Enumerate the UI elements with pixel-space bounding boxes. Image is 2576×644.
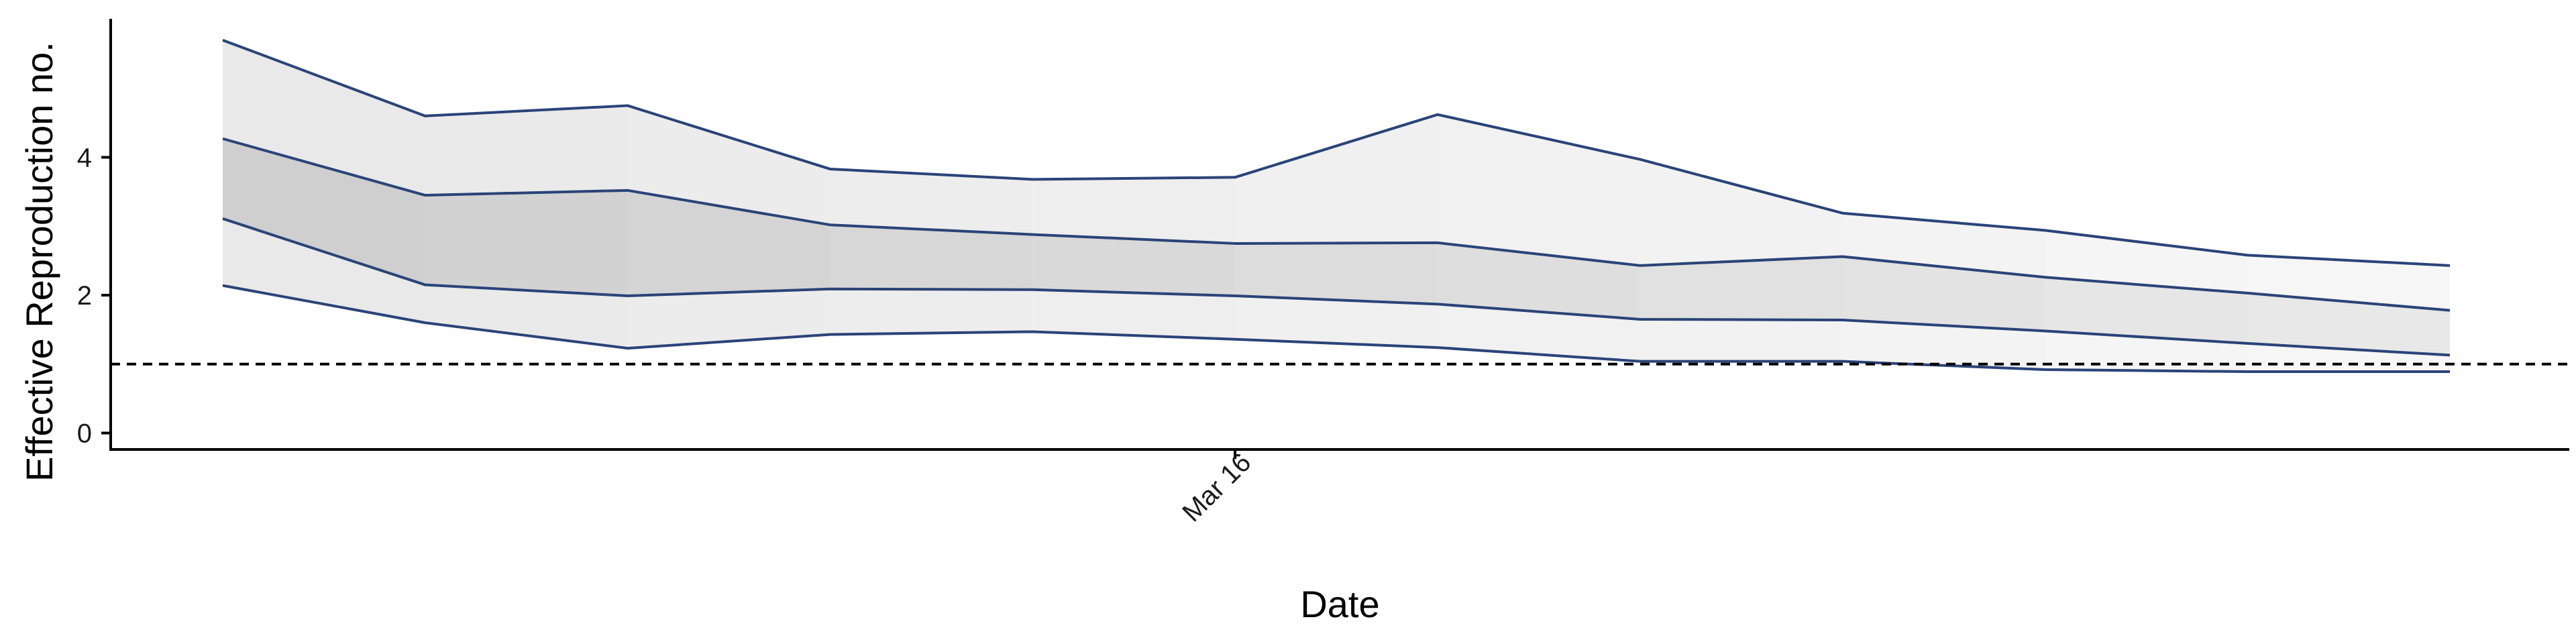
credible-interval-bands (223, 40, 2450, 372)
axes (109, 19, 2569, 451)
inner-lower-line (222, 217, 2451, 357)
inner-band-segment (2247, 292, 2450, 356)
inner-band-segment (223, 138, 425, 285)
x-axis-ticks: Mar 16 (1177, 447, 1256, 527)
inner-band-segment (1235, 242, 1438, 305)
band-boundary-lines (222, 38, 2451, 374)
inner-band-segment (425, 190, 628, 297)
inner-band-segment (1437, 242, 1640, 319)
outer-upper-line (222, 38, 2451, 267)
y-tick-label: 4 (77, 144, 92, 173)
inner-band-segment (1640, 256, 1843, 320)
y-axis-title: Effective Reproduction no. (18, 42, 60, 482)
x-axis-title: Date (1300, 583, 1379, 625)
x-tick-label: Mar 16 (1177, 447, 1256, 527)
inner-band-segment (1842, 256, 2045, 331)
inner-band-segment (830, 225, 1033, 290)
inner-band-segment (2045, 277, 2248, 343)
outer-band-segment (1235, 114, 1438, 348)
inner-band-segment (1032, 234, 1236, 297)
y-axis-ticks: 0 2 4 (77, 144, 111, 449)
outer-lower-line (222, 284, 2450, 374)
inner-upper-line (222, 137, 2451, 312)
y-tick-label: 0 (77, 419, 92, 449)
y-tick-label: 2 (77, 281, 92, 311)
